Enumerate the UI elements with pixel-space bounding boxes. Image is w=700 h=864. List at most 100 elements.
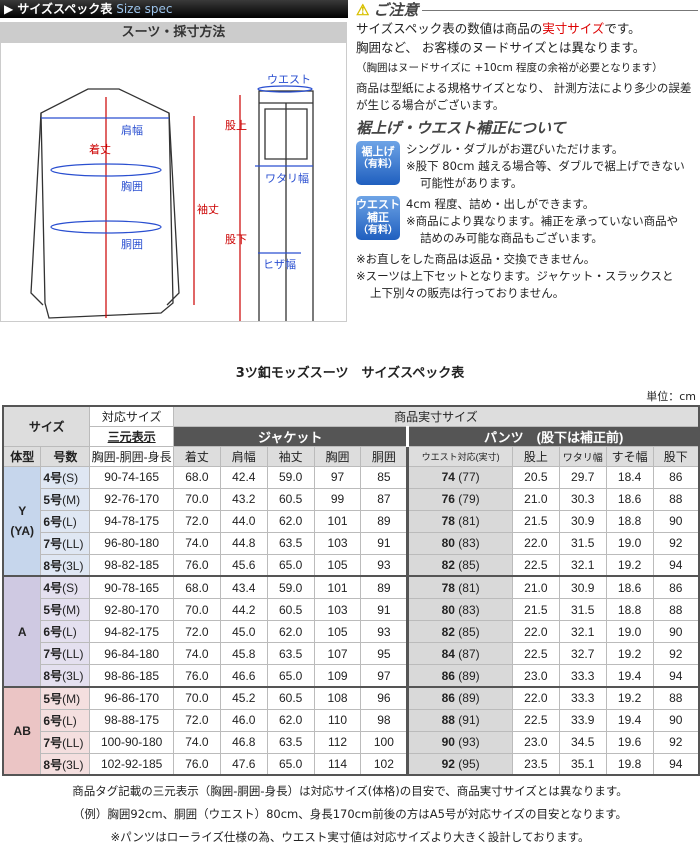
- waist-text: 4cm 程度、詰め・出しができます。: [406, 197, 595, 211]
- column-header: 胴囲: [360, 445, 409, 467]
- table-row: 5号(M) 92-76-170 70.0 43.2 60.5 99 87 76 (79) 21.…: [3, 487, 700, 511]
- value-cell: 94-78-175: [89, 509, 174, 533]
- note-line4: 商品は型紙による規格サイズとなり、 計測方法により多少の誤差が生じる場合がござい…: [356, 81, 692, 112]
- value-cell: 108: [313, 686, 362, 710]
- value-cell: 31.5: [558, 531, 607, 555]
- column-header: 股下: [652, 445, 700, 467]
- value-cell: 90-78-165: [89, 575, 174, 600]
- value-cell: 19.0: [605, 531, 654, 555]
- waist-cell: 86 (89): [406, 664, 513, 688]
- table-row: 6号(L) 94-82-175 72.0 45.0 62.0 105 93 82 (85) 22…: [3, 620, 700, 644]
- value-cell: 19.0: [605, 620, 654, 644]
- value-cell: 109: [313, 664, 362, 688]
- value-cell: 22.5: [511, 708, 560, 732]
- value-cell: 92: [652, 531, 700, 555]
- value-cell: 34.5: [558, 730, 607, 754]
- value-cell: 32.1: [558, 620, 607, 644]
- value-cell: 59.0: [266, 575, 315, 600]
- value-cell: 21.0: [511, 575, 560, 600]
- value-cell: 114: [313, 752, 362, 776]
- value-cell: 43.4: [219, 575, 268, 600]
- value-cell: 30.3: [558, 487, 607, 511]
- waist-cell: 90 (93): [406, 730, 513, 754]
- value-cell: 74.0: [172, 642, 221, 666]
- value-cell: 33.3: [558, 686, 607, 710]
- hemming-text: 可能性があります。: [420, 176, 523, 190]
- column-header: すそ幅: [605, 445, 654, 467]
- column-header: 号数: [40, 445, 91, 467]
- suit-illustration: 着丈 袖丈 股上 股下 肩幅 胸囲 胴囲 ウエスト ワタリ幅 ヒザ幅: [30, 73, 314, 325]
- footer-note: 商品タグ記載の三元表示（胸囲-胴囲-身長）は対応サイズ(体格)の目安で、商品実寸…: [72, 784, 628, 798]
- table-row: Y (YA) 4号(S) 90-74-165 68.0 42.4 59.0 97 85 74 (…: [2, 465, 700, 577]
- label-waist: ウエスト: [267, 73, 311, 86]
- value-cell: 33.9: [558, 708, 607, 732]
- waist-cell: 80 (83): [406, 531, 513, 555]
- size-spec-table: サイズ 対応サイズ 商品実寸サイズ 三元表示 ジャケット パンツ (股下は補正前) 体型…: [2, 405, 700, 777]
- waist-info: ウエスト 補正 （有料） 4cm 程度、詰め・出しができます。 ※商品により異なります…: [356, 196, 698, 247]
- value-cell: 19.4: [605, 664, 654, 688]
- extra-note: ※スーツは上下セットとなります。ジャケット・スラックスと: [356, 269, 674, 283]
- value-cell: 21.0: [511, 487, 560, 511]
- value-cell: 44.0: [219, 509, 268, 533]
- caution-title: ご注意: [373, 1, 419, 19]
- column-header: 肩幅: [219, 445, 268, 467]
- value-cell: 96-86-170: [89, 686, 174, 710]
- extra-note: 上下別々の販売は行っておりません。: [370, 286, 565, 300]
- value-cell: 19.2: [605, 553, 654, 577]
- note-line2: 胸囲など、 お客様のヌードサイズとは異なります。: [356, 40, 646, 55]
- value-cell: 45.2: [219, 686, 268, 710]
- column-header: 袖丈: [266, 445, 315, 467]
- table-row: 7号(LL) 96-84-180 74.0 45.8 63.5 107 95 84 (87) 2…: [3, 642, 700, 666]
- waist-cell: 74 (77): [406, 465, 513, 489]
- value-cell: 93: [360, 620, 409, 644]
- value-cell: 95: [360, 642, 409, 666]
- value-cell: 63.5: [266, 531, 315, 555]
- waist-cell: 80 (83): [406, 598, 513, 622]
- hemming-badge: 裾上げ （有料）: [356, 141, 400, 185]
- label-thigh: ワタリ幅: [265, 172, 309, 185]
- value-cell: 92-80-170: [89, 598, 174, 622]
- value-cell: 85: [360, 465, 409, 489]
- value-cell: 101: [313, 575, 362, 600]
- column-header: 着丈: [172, 445, 221, 467]
- value-cell: 23.0: [511, 730, 560, 754]
- value-cell: 18.6: [605, 487, 654, 511]
- column-header: 体型: [2, 445, 42, 467]
- table-row: 7号(LL) 100-90-180 74.0 46.8 63.5 112 100 90 (93…: [3, 730, 700, 754]
- value-cell: 23.0: [511, 664, 560, 688]
- table-row: A 4号(S) 90-78-165 68.0 43.4 59.0 101 89 78 (81) 2…: [2, 575, 700, 688]
- size-number-cell: 6号(L): [40, 620, 91, 644]
- jacket-outline: [40, 88, 174, 319]
- label-chest: 胸囲: [121, 179, 143, 193]
- size-number-cell: 5号(M): [40, 487, 91, 511]
- value-cell: 101: [313, 509, 362, 533]
- waist-text: 詰めのみ可能な商品もございます。: [420, 231, 603, 245]
- note-line3: （胸囲はヌードサイズに +10cm 程度の余裕が必要となります）: [356, 62, 663, 74]
- value-cell: 68.0: [172, 465, 221, 489]
- size-number-cell: 4号(S): [40, 465, 91, 489]
- hemming-text: シングル・ダブルがお選びいただけます。: [406, 142, 624, 156]
- value-cell: 19.8: [605, 752, 654, 776]
- value-cell: 68.0: [172, 575, 221, 600]
- value-cell: 88: [652, 598, 700, 622]
- table-row: 8号(3L) 98-82-185 76.0 45.6 65.0 105 93 82 (85) 2…: [3, 553, 700, 577]
- value-cell: 103: [313, 531, 362, 555]
- value-cell: 112: [313, 730, 362, 754]
- value-cell: 86: [652, 465, 700, 489]
- body-type-cell: AB: [2, 686, 42, 776]
- value-cell: 63.5: [266, 730, 315, 754]
- value-cell: 46.8: [219, 730, 268, 754]
- column-header: 胸囲: [313, 445, 362, 467]
- caution-heading: ⚠ ご注意: [356, 2, 698, 19]
- value-cell: 62.0: [266, 509, 315, 533]
- value-cell: 97: [313, 465, 362, 489]
- value-cell: 22.5: [511, 642, 560, 666]
- waist-cell: 82 (85): [406, 620, 513, 644]
- value-cell: 59.0: [266, 465, 315, 489]
- value-cell: 102-92-185: [89, 752, 174, 776]
- value-cell: 100: [360, 730, 409, 754]
- label-rise: 股上: [225, 119, 247, 132]
- value-cell: 18.8: [605, 598, 654, 622]
- value-cell: 29.7: [558, 465, 607, 489]
- value-cell: 18.6: [605, 575, 654, 600]
